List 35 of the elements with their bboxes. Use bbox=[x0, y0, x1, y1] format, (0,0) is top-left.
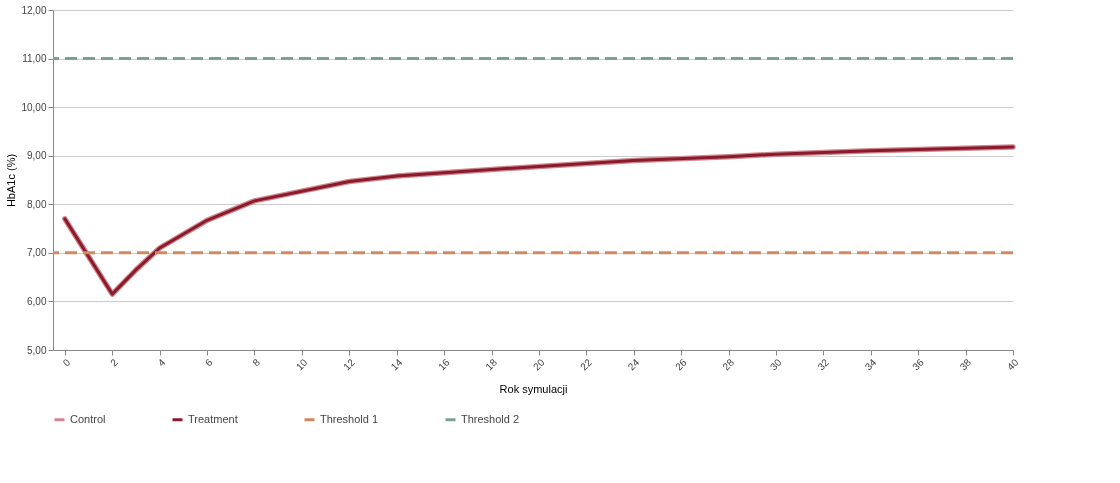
legend-label: Treatment bbox=[188, 412, 238, 425]
x-axis-title: Rok symulacji bbox=[499, 383, 568, 396]
x-tick-label: 26 bbox=[673, 356, 690, 373]
y-tick-label: 9,00 bbox=[27, 150, 47, 162]
y-tick-label: 6,00 bbox=[27, 295, 47, 307]
x-tick-label: 32 bbox=[815, 356, 832, 373]
x-tick-label: 38 bbox=[957, 356, 974, 373]
x-tick-label: 30 bbox=[767, 356, 784, 373]
y-axis-title: HbA1c (%) bbox=[5, 153, 18, 208]
x-tick-label: 14 bbox=[388, 356, 405, 373]
legend-label: Threshold 1 bbox=[320, 412, 379, 425]
x-tick-label: 28 bbox=[720, 356, 737, 373]
y-tick-label: 7,00 bbox=[27, 247, 47, 259]
x-tick-label: 22 bbox=[578, 356, 595, 373]
y-tick-label: 5,00 bbox=[27, 344, 47, 356]
legend-label: Control bbox=[70, 412, 106, 425]
x-tick-label: 36 bbox=[910, 356, 927, 373]
y-tick-label: 11,00 bbox=[22, 53, 47, 65]
y-tick-label: 10,00 bbox=[21, 101, 47, 113]
x-tick-label: 2 bbox=[108, 356, 121, 369]
x-tick-label: 24 bbox=[625, 356, 642, 373]
x-tick-label: 40 bbox=[1004, 356, 1021, 373]
x-tick-label: 10 bbox=[293, 356, 310, 373]
y-tick-label: 8,00 bbox=[27, 198, 47, 210]
x-tick-label: 12 bbox=[341, 356, 358, 373]
x-tick-label: 34 bbox=[862, 356, 879, 373]
legend-label: Threshold 2 bbox=[461, 412, 520, 425]
x-tick-label: 20 bbox=[530, 356, 547, 373]
x-tick-label: 6 bbox=[202, 356, 215, 369]
x-tick-label: 8 bbox=[250, 356, 263, 369]
x-tick-label: 4 bbox=[155, 356, 168, 369]
x-tick-label: 16 bbox=[436, 356, 452, 373]
x-tick-label: 18 bbox=[483, 356, 500, 373]
x-tick-label: 0 bbox=[60, 356, 73, 369]
y-tick-label: 12,00 bbox=[21, 4, 47, 16]
